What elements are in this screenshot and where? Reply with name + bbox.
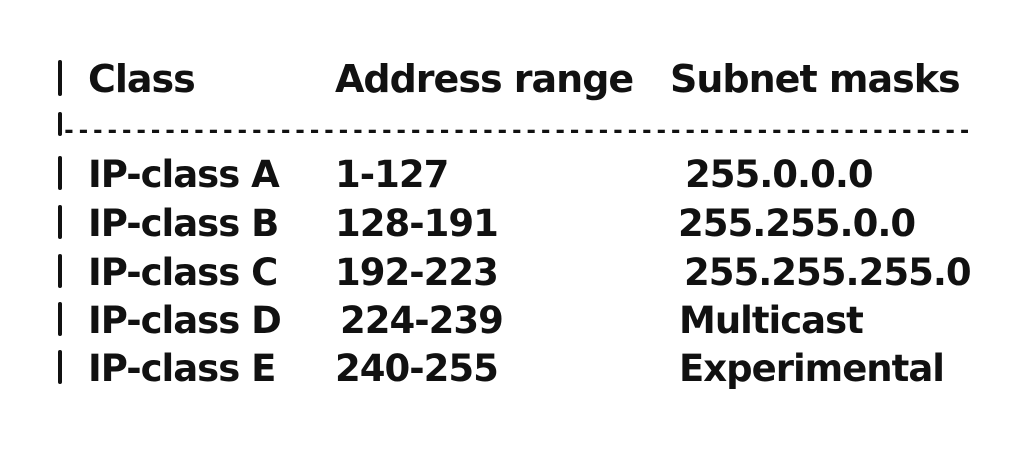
row-a-mask: 255.0.0.0 (685, 153, 874, 196)
row-e-class: IP-class E (88, 347, 276, 390)
row-a-class: IP-class A (88, 153, 280, 196)
row-b-class: IP-class B (88, 202, 279, 245)
row-bar-c (58, 254, 62, 288)
row-a-range: 1-127 (335, 153, 449, 196)
row-d-class: IP-class D (88, 299, 282, 342)
row-e-mask: Experimental (679, 347, 945, 390)
row-b-mask: 255.255.0.0 (678, 202, 916, 245)
header-subnet-masks: Subnet masks (670, 57, 961, 101)
row-e-range: 240-255 (335, 347, 499, 390)
row-d-range: 224-239 (340, 299, 504, 342)
header-separator: ----------------------------------------… (62, 120, 968, 143)
row-c-range: 192-223 (335, 251, 499, 294)
row-bar-e (58, 350, 62, 384)
row-bar-d (58, 302, 62, 336)
row-bar-separator (58, 112, 62, 136)
row-c-class: IP-class C (88, 251, 278, 294)
row-c-mask: 255.255.255.0 (684, 251, 972, 294)
row-b-range: 128-191 (335, 202, 499, 245)
row-d-mask: Multicast (679, 299, 864, 342)
row-bar-header (58, 60, 62, 96)
header-address-range: Address range (335, 57, 634, 101)
row-bar-b (58, 205, 62, 239)
row-bar-a (58, 156, 62, 190)
header-class: Class (88, 57, 196, 101)
